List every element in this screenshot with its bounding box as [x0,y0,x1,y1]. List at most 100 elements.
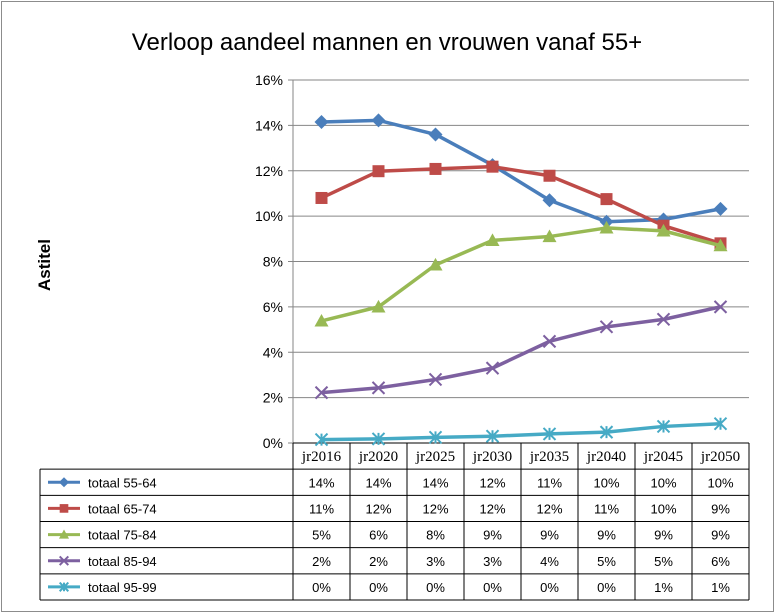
series-point [314,432,329,447]
series-point [315,191,328,204]
marker-x [656,312,671,327]
marker-x [485,361,500,375]
y-tick-label: 10% [255,208,283,224]
marker-x [599,320,614,334]
table-cell: 5% [654,554,673,569]
marker-star [656,419,671,434]
table-cell: 9% [540,528,559,543]
marker-square [372,165,385,178]
series-point [371,432,386,446]
marker-triangle [58,529,70,539]
y-tick-label: 4% [263,344,283,360]
marker-x [58,555,70,566]
series-point [58,555,70,566]
table-cell: 14% [365,475,391,490]
marker-square [486,160,499,173]
table-cell: 0% [483,580,502,595]
table-cell: 2% [369,554,388,569]
marker-star [599,425,614,439]
marker-diamond [314,114,329,129]
marker-square [429,162,442,175]
table-cell: 0% [426,580,445,595]
series-point [599,220,614,234]
marker-x [542,334,557,349]
table-cell: 12% [422,501,448,516]
marker-triangle [314,313,329,327]
marker-diamond [428,127,443,142]
series-point [428,127,443,142]
series-point [314,385,329,400]
table-cell: 9% [483,528,502,543]
table-cell: 5% [312,528,331,543]
marker-triangle [371,299,386,313]
marker-star [713,417,728,431]
x-category-label: jr2025 [415,449,455,465]
marker-triangle [428,257,443,271]
series-point [59,504,69,513]
series-point [371,113,386,128]
y-axis-label: Astitel [35,239,54,291]
y-tick-label: 8% [263,254,283,270]
x-category-label: jr2035 [529,449,569,465]
y-tick-label: 6% [263,299,283,315]
series-point [428,257,443,271]
series-point [58,581,70,592]
series-point [371,381,386,395]
series-point [428,372,443,387]
marker-x [314,385,329,400]
y-tick-label: 12% [255,163,283,179]
table-cell: 0% [369,580,388,595]
table-cell: 11% [309,501,334,516]
marker-star [485,429,500,443]
series-point [314,114,329,129]
series-point [58,477,70,488]
series-point [372,165,385,178]
x-category-label: jr2040 [586,449,626,465]
series-point [485,429,500,443]
series-point [543,169,556,182]
series-point [314,313,329,327]
table-cell: 12% [479,475,505,490]
series-point [542,427,557,441]
y-tick-labels: 0% 2% 4% 6% 8% 10% 12% 14% 16% [255,72,283,451]
table-cell: 0% [597,580,616,595]
table-cell: 12% [365,501,391,516]
table-cell: 9% [711,528,730,543]
series-point [713,238,728,252]
marker-triangle [599,220,614,234]
series-line [321,305,721,395]
chart-title: Verloop aandeel mannen en vrouwen vanaf … [132,29,642,56]
series-point [485,361,500,375]
series-point [371,299,386,313]
y-tick-label: 2% [263,390,283,406]
marker-x [713,300,728,314]
table-cell: 10% [650,501,676,516]
series-point [713,417,728,431]
series-point [599,425,614,439]
marker-triangle [713,238,728,252]
table-cell: 12% [479,501,505,516]
marker-square [315,191,328,204]
series-point [656,312,671,327]
marker-star [428,430,443,445]
x-category-label: jr2050 [700,449,740,465]
table-cell: 6% [369,528,388,543]
marker-star [58,581,70,592]
data-table: jr2016 jr2020 jr2025 jr2030 jr2035 jr2040 jr20… [39,442,750,601]
series-point [713,300,728,314]
series-point [656,223,671,237]
table-cell: 1% [654,580,673,595]
table-cell: 14% [422,475,448,490]
marker-diamond [371,113,386,128]
table-cell: 4% [540,554,559,569]
marker-square [543,169,556,182]
table-cell: 9% [597,528,616,543]
x-category-label: jr2030 [472,449,512,465]
table-cell: 1% [711,580,730,595]
table-cell: 11% [594,501,619,516]
table-cell: 8% [426,528,445,543]
y-tick-label: 14% [255,117,283,133]
table-cell: 5% [597,554,616,569]
series-name: totaal 75-84 [88,528,157,543]
